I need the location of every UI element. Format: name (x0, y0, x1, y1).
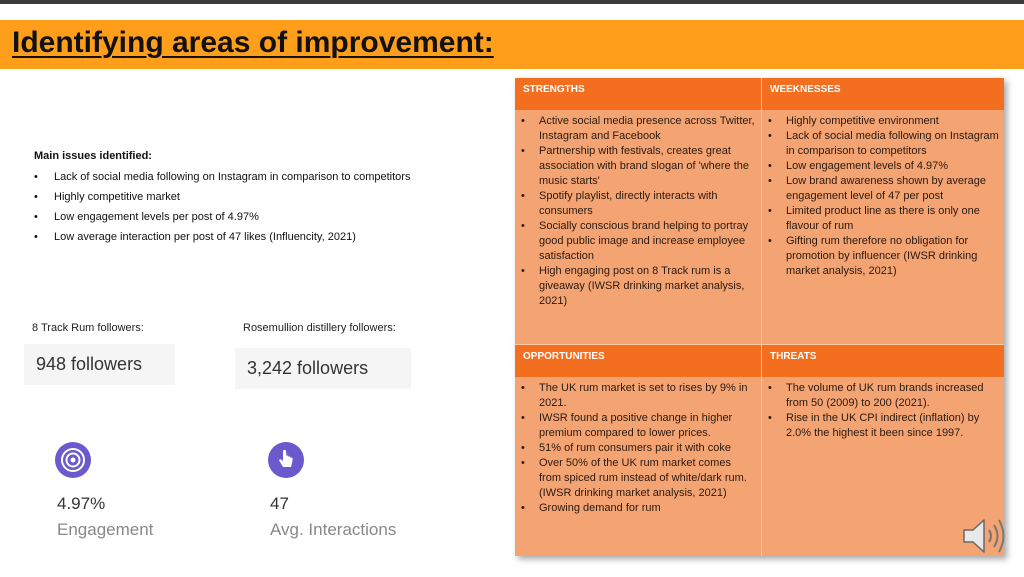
main-issues-section: Main issues identified: Lack of social m… (34, 150, 410, 250)
engagement-value: 4.97% (57, 494, 106, 513)
issue-item: Low engagement levels per post of 4.97% (34, 210, 410, 230)
weaknesses-cell: Highly competitive environment Lack of s… (762, 114, 1002, 279)
title-bar: Identifying areas of improvement: (0, 20, 1024, 69)
strengths-cell: Active social media presence across Twit… (515, 114, 755, 309)
page-title: Identifying areas of improvement: (12, 26, 494, 59)
window-top-border (0, 0, 1024, 4)
strength-item: Active social media presence across Twit… (515, 114, 755, 144)
pointer-hand-icon (268, 442, 304, 478)
weakness-item: Low brand awareness shown by average eng… (762, 174, 1002, 204)
opportunities-header: OPPORTUNITIES (515, 345, 761, 377)
swot-row-divider (515, 344, 1004, 345)
weakness-item: Low engagement levels of 4.97% (762, 159, 1002, 174)
eight-track-followers-value: 948 followers (24, 344, 175, 385)
target-icon (55, 442, 91, 478)
issue-item: Lack of social media following on Instag… (34, 170, 410, 190)
threat-item: Rise in the UK CPI indirect (inflation) … (762, 411, 1002, 441)
engagement-label: Engagement (57, 520, 154, 539)
issues-list: Lack of social media following on Instag… (34, 170, 410, 250)
strength-item: Socially conscious brand helping to port… (515, 219, 755, 264)
strength-item: High engaging post on 8 Track rum is a g… (515, 264, 755, 309)
threats-header: THREATS (762, 345, 1004, 377)
opportunity-item: Over 50% of the UK rum market comes from… (515, 456, 755, 501)
opportunity-item: Growing demand for rum (515, 501, 755, 516)
weakness-item: Highly competitive environment (762, 114, 1002, 129)
threats-cell: The volume of UK rum brands increased fr… (762, 381, 1002, 441)
weakness-item: Limited product line as there is only on… (762, 204, 1002, 234)
eight-track-followers-label: 8 Track Rum followers: (32, 322, 144, 334)
swot-table: STRENGTHS WEEKNESSES Active social media… (515, 78, 1004, 556)
threat-item: The volume of UK rum brands increased fr… (762, 381, 1002, 411)
opportunity-item: IWSR found a positive change in higher p… (515, 411, 755, 441)
opportunities-cell: The UK rum market is set to rises by 9% … (515, 381, 755, 516)
interactions-label: Avg. Interactions (270, 520, 397, 539)
opportunity-item: The UK rum market is set to rises by 9% … (515, 381, 755, 411)
rosemullion-followers-label: Rosemullion distillery followers: (243, 322, 396, 334)
issue-item: Highly competitive market (34, 190, 410, 210)
strengths-header: STRENGTHS (515, 78, 761, 110)
issue-item: Low average interaction per post of 47 l… (34, 230, 410, 250)
opportunity-item: 51% of rum consumers pair it with coke (515, 441, 755, 456)
weaknesses-header: WEEKNESSES (762, 78, 1004, 110)
swot-column-divider (761, 78, 762, 556)
weakness-item: Gifting rum therefore no obligation for … (762, 234, 1002, 279)
rosemullion-followers-value: 3,242 followers (235, 348, 411, 389)
weakness-item: Lack of social media following on Instag… (762, 129, 1002, 159)
issues-heading: Main issues identified: (34, 150, 152, 162)
speaker-icon[interactable] (960, 513, 1010, 559)
strength-item: Partnership with festivals, creates grea… (515, 144, 755, 189)
strength-item: Spotify playlist, directly interacts wit… (515, 189, 755, 219)
interactions-value: 47 (270, 494, 289, 513)
